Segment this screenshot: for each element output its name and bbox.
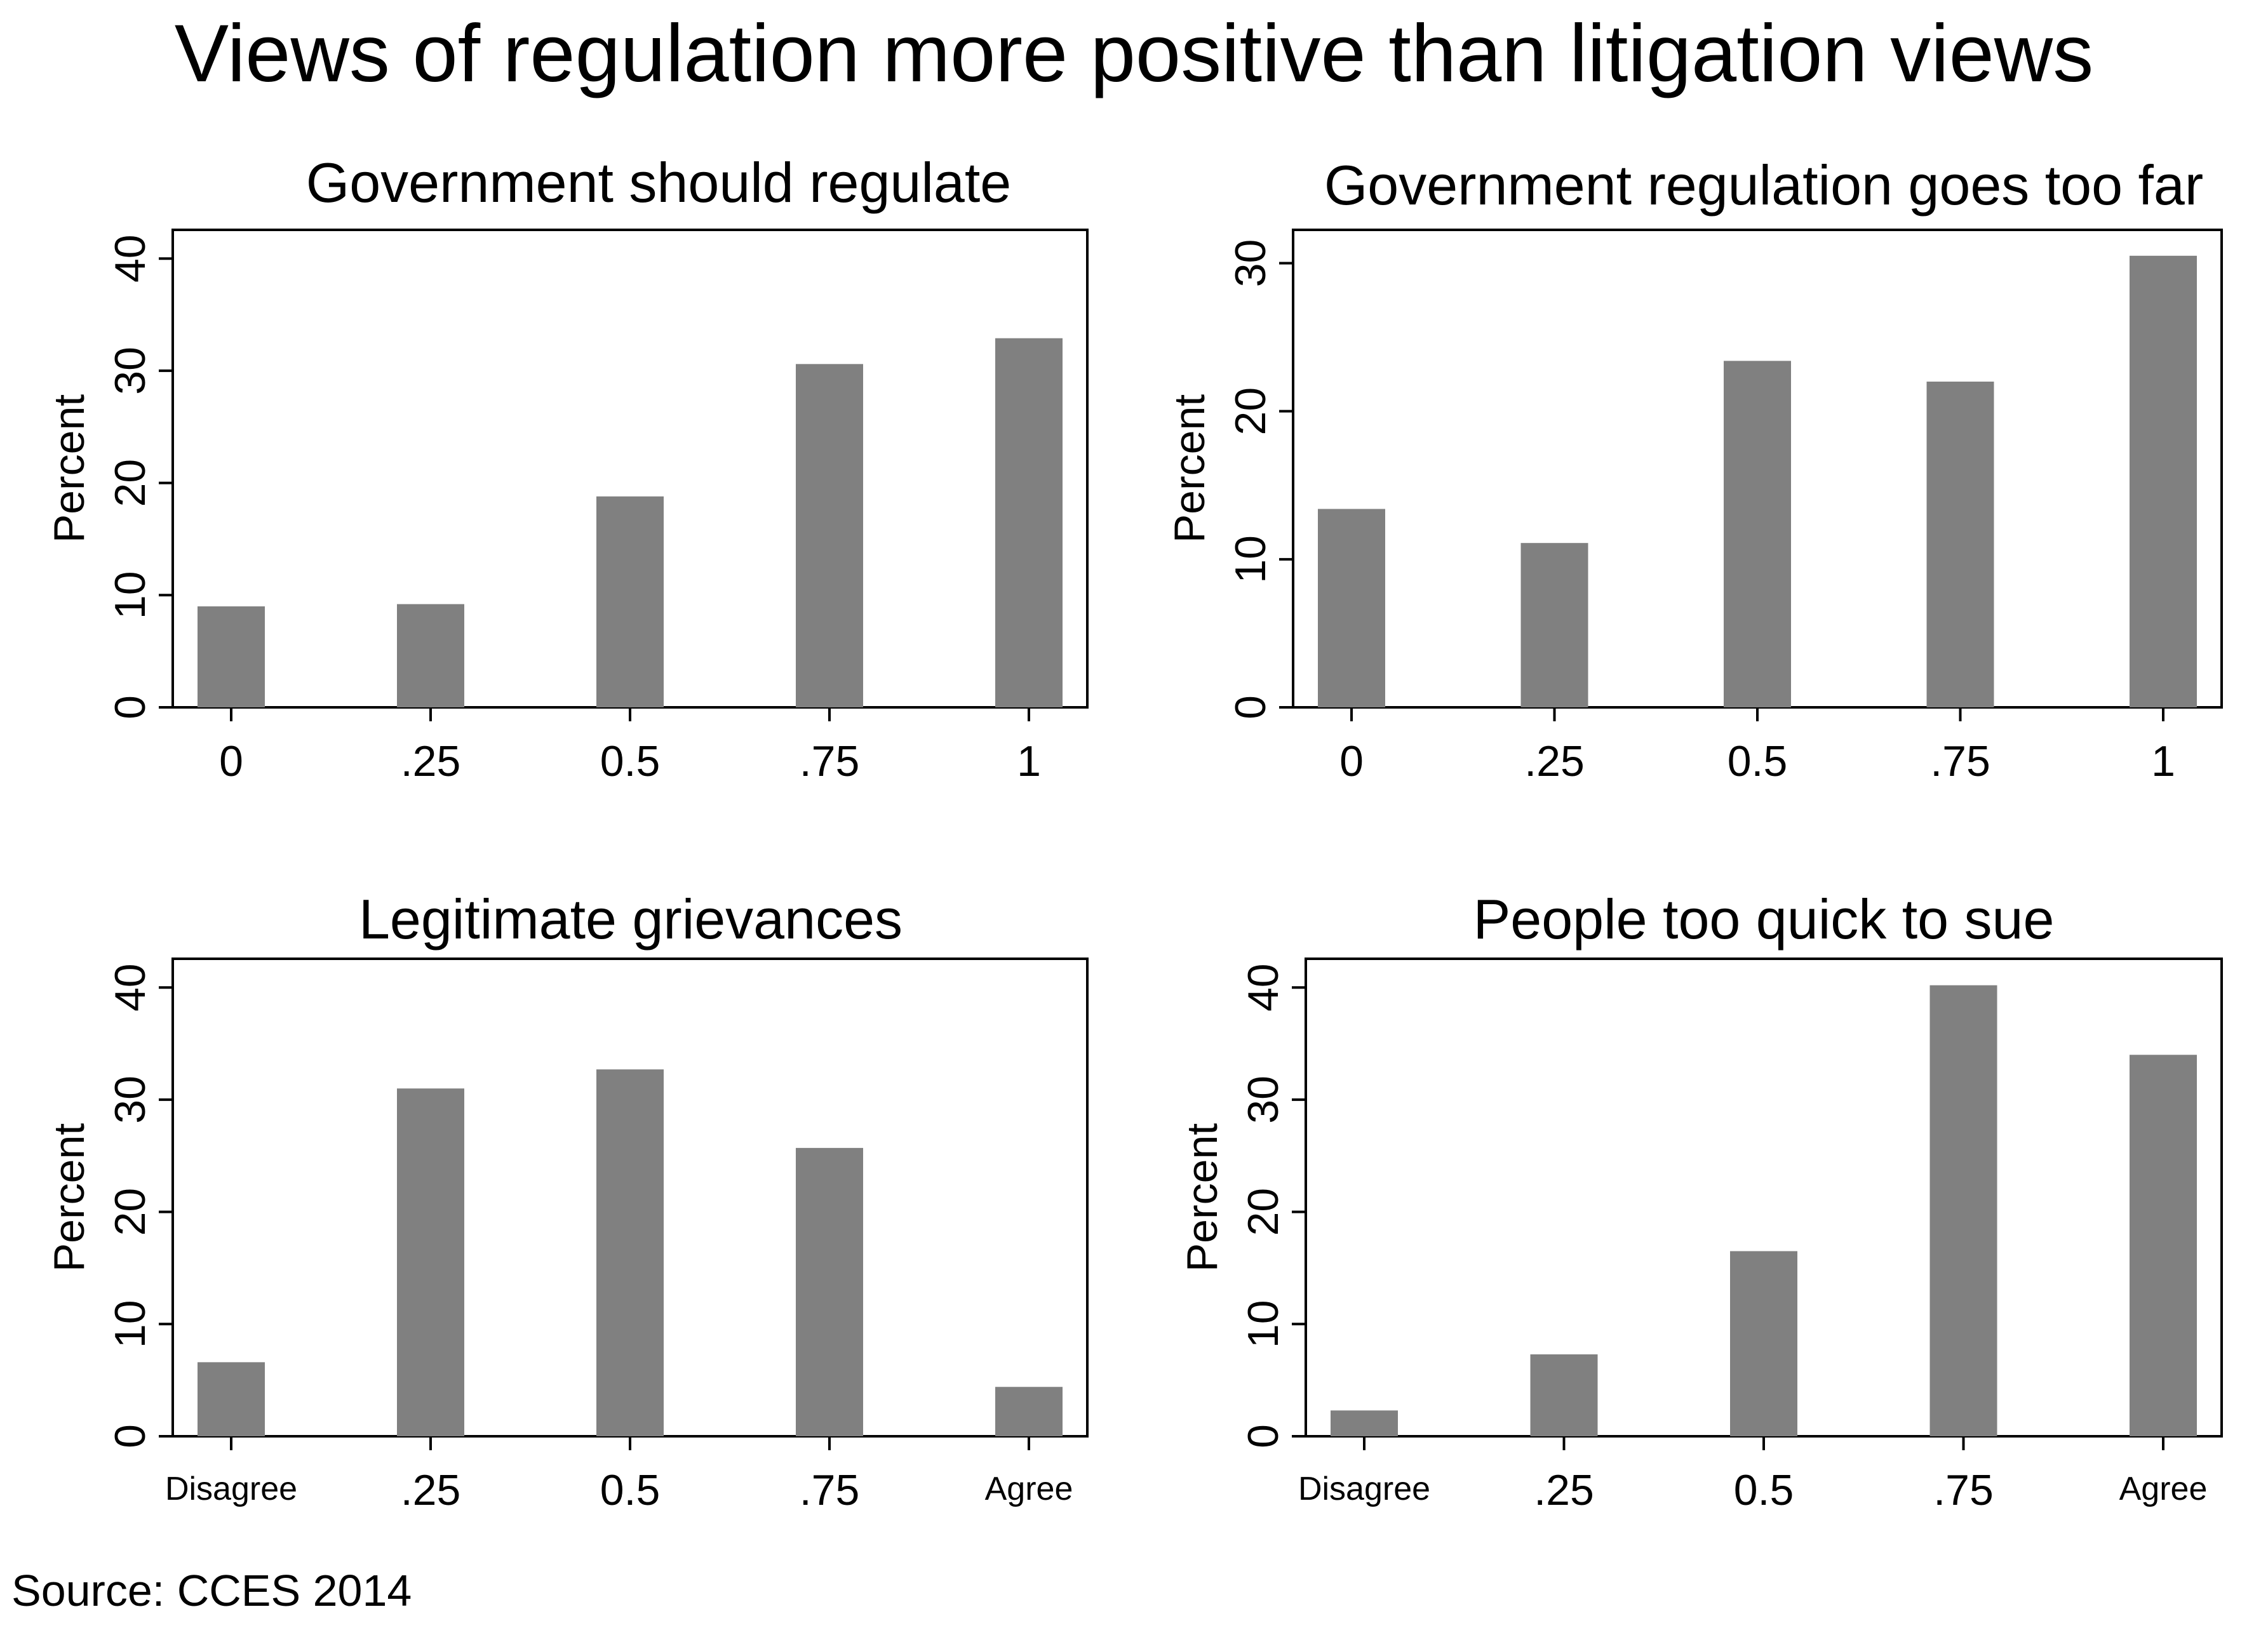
y-tick-label: 0 [106, 1424, 154, 1448]
y-tick-label: 10 [106, 1300, 154, 1348]
y-tick-label: 40 [106, 963, 154, 1011]
bar-1 [2130, 255, 2197, 707]
y-axis-label: Percent [1178, 1123, 1226, 1272]
y-tick-label: 40 [106, 234, 154, 283]
bar-disagree [198, 1362, 265, 1436]
figure-title: Views of regulation more positive than l… [174, 8, 2094, 99]
x-tick-label: 0 [1339, 737, 1364, 785]
bar-0 [1318, 509, 1385, 707]
panel-title: Government regulation goes too far [1324, 154, 2203, 217]
bar-0-5 [1730, 1251, 1797, 1436]
x-tick-label: 0 [219, 737, 243, 785]
y-tick-label: 0 [1239, 1424, 1287, 1448]
x-tick-label: .25 [401, 737, 461, 785]
x-tick-label: 0.5 [1734, 1466, 1794, 1514]
bar-75 [1926, 382, 1994, 707]
bar-25 [1520, 543, 1588, 707]
panel-title: Government should regulate [306, 151, 1011, 214]
y-tick-label: 30 [1239, 1076, 1287, 1124]
y-tick-label: 10 [1226, 535, 1275, 584]
bar-0-5 [596, 496, 664, 707]
x-tick-label: Disagree [1298, 1471, 1430, 1507]
bar-25 [1530, 1354, 1598, 1436]
y-tick-label: 20 [106, 1188, 154, 1236]
x-tick-label: 1 [1017, 737, 1041, 785]
source-note: Source: CCES 2014 [11, 1566, 412, 1615]
panel-title: People too quick to sue [1473, 888, 2055, 951]
y-tick-label: 30 [106, 347, 154, 395]
y-tick-label: 10 [106, 571, 154, 619]
y-tick-label: 30 [106, 1076, 154, 1124]
bar-75 [796, 364, 863, 707]
y-tick-label: 0 [106, 695, 154, 719]
x-tick-label: .25 [1534, 1466, 1594, 1514]
panel-title: Legitimate grievances [359, 888, 903, 951]
x-tick-label: .75 [1930, 737, 1990, 785]
bar-25 [397, 604, 464, 707]
panel-government-should-regulate: Government should regulate010203040Perce… [45, 151, 1089, 785]
y-axis-label: Percent [45, 394, 93, 543]
bar-agree [2130, 1055, 2197, 1436]
y-tick-label: 20 [1239, 1188, 1287, 1236]
y-axis-label: Percent [45, 1123, 93, 1272]
y-tick-label: 20 [1226, 387, 1275, 436]
x-tick-label: .75 [800, 737, 860, 785]
x-tick-label: .75 [800, 1466, 860, 1514]
panel-government-regulation-goes-too-far: Government regulation goes too far010203… [1165, 154, 2223, 785]
y-tick-label: 40 [1239, 963, 1287, 1011]
y-tick-label: 30 [1226, 239, 1275, 288]
y-axis-label: Percent [1165, 394, 1214, 543]
x-tick-label: 0.5 [600, 1466, 661, 1514]
bar-25 [397, 1088, 464, 1436]
x-tick-label: 1 [2151, 737, 2175, 785]
x-tick-label: Agree [985, 1471, 1073, 1507]
bar-75 [1929, 985, 1997, 1436]
x-tick-label: .75 [1933, 1466, 1994, 1514]
bar-disagree [1331, 1410, 1398, 1436]
x-tick-label: 0.5 [1728, 737, 1788, 785]
bar-0-5 [596, 1069, 664, 1436]
y-tick-label: 20 [106, 459, 154, 507]
panel-people-too-quick-to-sue: People too quick to sue 0 10 20 30 40 Percent D… [1178, 888, 2223, 1514]
bar-agree [995, 1387, 1063, 1436]
x-tick-label: Disagree [165, 1471, 297, 1507]
y-tick-label: 0 [1226, 695, 1275, 719]
bar-0 [198, 606, 265, 707]
x-tick-label: .25 [1524, 737, 1585, 785]
panel-legitimate-grievances: Legitimate grievances 0 10 20 30 40 Percent Dis… [45, 888, 1089, 1514]
bar-75 [796, 1147, 863, 1436]
x-tick-label: 0.5 [600, 737, 661, 785]
bar-0-5 [1724, 361, 1791, 707]
x-tick-label: .25 [401, 1466, 461, 1514]
y-tick-label: 10 [1239, 1300, 1287, 1348]
x-tick-label: Agree [2119, 1471, 2208, 1507]
bar-1 [995, 338, 1063, 707]
